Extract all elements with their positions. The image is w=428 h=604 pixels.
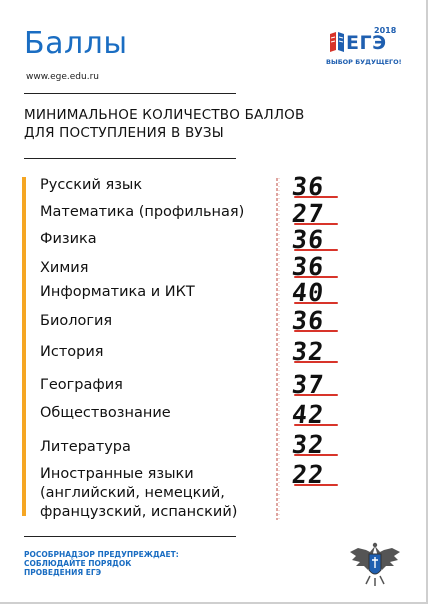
score-underline bbox=[294, 330, 338, 332]
subject-social-studies: Обществознание bbox=[40, 405, 171, 421]
score-underline bbox=[294, 484, 338, 486]
subject-history: История bbox=[40, 344, 104, 360]
page-heading: МИНИМАЛЬНОЕ КОЛИЧЕСТВО БАЛЛОВ ДЛЯ ПОСТУП… bbox=[24, 106, 344, 142]
score-underline bbox=[294, 454, 338, 456]
subject-foreign-languages: Иностранные языки bbox=[40, 466, 194, 482]
subject-chemistry: Химия bbox=[40, 260, 89, 276]
logo-year: 2018 bbox=[374, 26, 397, 35]
subject-literature: Литература bbox=[40, 439, 131, 455]
score-underline bbox=[294, 276, 338, 278]
subject-math: Математика (профильная) bbox=[40, 204, 245, 220]
accent-bar bbox=[22, 177, 26, 516]
subject-informatics: Информатика и ИКТ bbox=[40, 284, 195, 300]
score-underline bbox=[294, 223, 338, 225]
subject-biology: Биология bbox=[40, 313, 113, 329]
heading-line-1: МИНИМАЛЬНОЕ КОЛИЧЕСТВО БАЛЛОВ bbox=[24, 107, 305, 123]
divider-middle bbox=[24, 158, 236, 159]
warning-line-2: СОБЛЮДАЙТЕ ПОРЯДОК bbox=[24, 559, 132, 568]
warning-line-1: РОСОБРНАДЗОР ПРЕДУПРЕЖДАЕТ: bbox=[24, 550, 179, 559]
subject-geography: География bbox=[40, 377, 123, 393]
subject-foreign-languages-line3: французский, испанский) bbox=[40, 504, 238, 520]
score-underline bbox=[294, 361, 338, 363]
subject-russian: Русский язык bbox=[40, 177, 143, 193]
score-underline bbox=[294, 196, 338, 198]
pencil-line-decoration bbox=[276, 178, 280, 520]
score-underline bbox=[294, 394, 338, 396]
logo-tagline: ВЫБОР БУДУЩЕГО! bbox=[326, 58, 402, 66]
score-underline bbox=[294, 302, 338, 304]
score-underline bbox=[294, 424, 338, 426]
divider-top bbox=[24, 93, 236, 94]
ege-logo-icon: 2018 ЕГЭ ВЫБОР БУДУЩЕГО! bbox=[326, 26, 406, 72]
ege-logo-mark-icon bbox=[330, 32, 344, 52]
footer-warning: РОСОБРНАДЗОР ПРЕДУПРЕЖДАЕТ: СОБЛЮДАЙТЕ П… bbox=[24, 550, 224, 577]
rosobrnadzor-emblem-icon bbox=[350, 542, 400, 586]
subject-physics: Физика bbox=[40, 231, 97, 247]
warning-line-3: ПРОВЕДЕНИЯ ЕГЭ bbox=[24, 568, 102, 577]
score-underline bbox=[294, 249, 338, 251]
heading-line-2: ДЛЯ ПОСТУПЛЕНИЯ В ВУЗЫ bbox=[24, 125, 224, 141]
logo-text: ЕГЭ bbox=[346, 32, 387, 54]
site-url[interactable]: www.ege.edu.ru bbox=[26, 72, 99, 82]
subject-foreign-languages-line2: (английский, немецкий, bbox=[40, 485, 225, 501]
page-title: Баллы bbox=[24, 26, 128, 61]
divider-bottom bbox=[24, 536, 236, 537]
